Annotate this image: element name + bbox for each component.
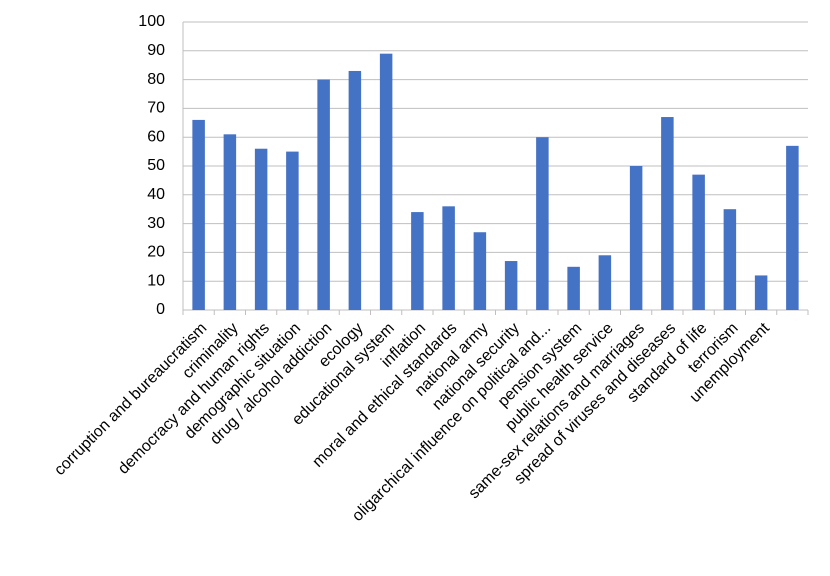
y-tick-label: 20	[147, 244, 165, 261]
y-tick-label: 90	[147, 42, 165, 59]
bar	[723, 209, 737, 310]
y-tick-label: 70	[147, 100, 165, 117]
y-tick-label: 80	[147, 71, 165, 88]
y-tick-label: 0	[156, 301, 165, 318]
bar	[254, 148, 268, 310]
y-tick-label: 50	[147, 157, 165, 174]
y-tick-label: 60	[147, 128, 165, 145]
bar	[192, 119, 205, 310]
bar	[442, 206, 455, 310]
bar	[379, 53, 393, 311]
bar	[223, 134, 237, 310]
bar	[661, 117, 674, 310]
bar	[786, 145, 799, 310]
bar	[629, 166, 643, 310]
bar	[411, 212, 424, 310]
bar	[286, 151, 299, 310]
bar	[348, 70, 362, 311]
bar	[317, 79, 330, 310]
bar	[754, 275, 768, 310]
bar	[692, 174, 705, 310]
bar	[598, 255, 612, 310]
y-tick-label: 30	[147, 215, 165, 232]
y-tick-label: 10	[147, 272, 165, 289]
y-tick-label: 100	[138, 13, 165, 30]
bar	[473, 232, 487, 310]
bar	[504, 261, 518, 310]
bar	[567, 266, 580, 310]
bar	[536, 137, 549, 310]
y-tick-label: 40	[147, 186, 165, 203]
